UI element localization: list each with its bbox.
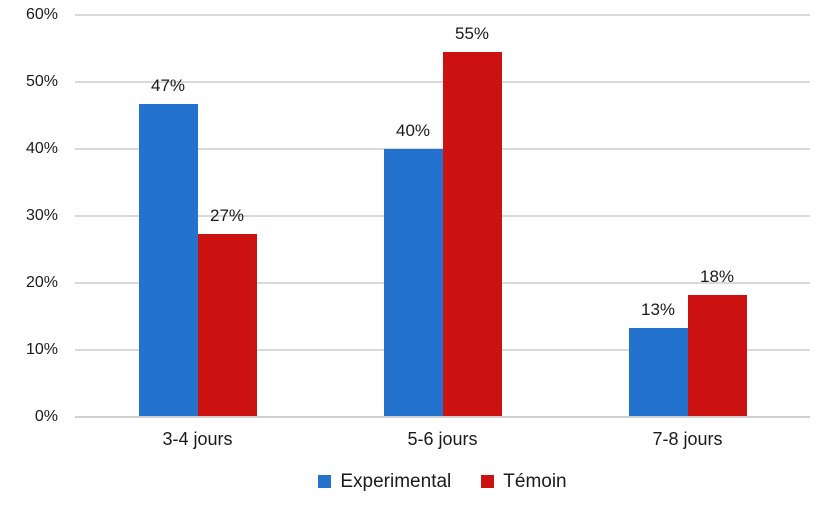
y-axis-tick-label: 40% bbox=[25, 140, 58, 157]
y-axis-tick-label: 10% bbox=[25, 341, 58, 358]
bar-témoin-5-6-jours bbox=[442, 51, 502, 417]
bar-experimental-3-4-jours bbox=[138, 104, 198, 417]
y-axis-tick-label: 0% bbox=[34, 408, 58, 425]
legend: Experimental Témoin bbox=[75, 470, 810, 493]
data-label: 55% bbox=[454, 23, 490, 43]
plot-area: 0% 10% 20% 30% 40% 50% 60% 47% 27% 3-4 jours 40% 55… bbox=[26, 6, 810, 449]
y-axis-tick-label: 30% bbox=[25, 207, 58, 224]
x-axis-line bbox=[75, 416, 810, 418]
gridline bbox=[75, 14, 810, 16]
legend-label: Experimental bbox=[340, 471, 452, 492]
legend-swatch-témoin bbox=[481, 475, 495, 488]
x-axis-category-label: 7-8 jours bbox=[652, 429, 723, 449]
legend-swatch-experimental bbox=[318, 475, 332, 488]
data-label: 18% bbox=[699, 267, 735, 287]
data-label: 40% bbox=[395, 121, 431, 140]
bar-experimental-7-8-jours bbox=[628, 327, 688, 417]
legend-item-témoin: Témoin bbox=[481, 470, 567, 493]
y-axis-tick-label: 60% bbox=[25, 6, 58, 23]
data-label: 47% bbox=[150, 76, 186, 96]
bar-témoin-3-4-jours bbox=[197, 234, 257, 417]
y-axis-tick-label: 50% bbox=[25, 73, 58, 90]
legend-label: Témoin bbox=[503, 471, 567, 492]
bar-témoin-7-8-jours bbox=[687, 295, 747, 417]
x-axis-category-label: 3-4 jours bbox=[162, 429, 233, 449]
data-label: 13% bbox=[640, 299, 676, 319]
y-axis-tick-label: 20% bbox=[25, 274, 58, 291]
bar-experimental-5-6-jours bbox=[383, 149, 443, 417]
legend-item-experimental: Experimental bbox=[318, 470, 451, 493]
data-label: 27% bbox=[209, 206, 245, 226]
x-axis-category-label: 5-6 jours bbox=[407, 429, 478, 449]
